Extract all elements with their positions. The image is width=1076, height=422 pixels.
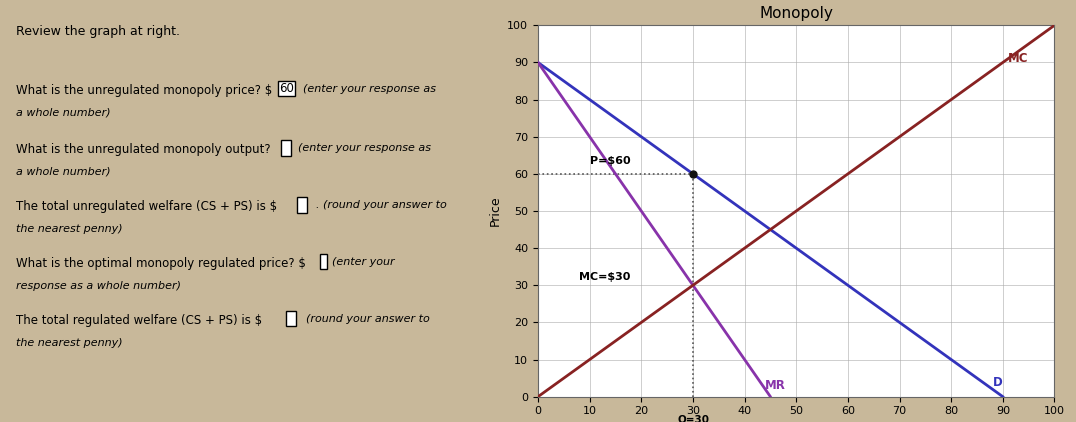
Text: The total regulated welfare (CS + PS) is $: The total regulated welfare (CS + PS) is…: [16, 314, 261, 327]
Text: MC: MC: [1008, 52, 1029, 65]
Text: P=$60: P=$60: [590, 157, 631, 166]
Text: response as a whole number): response as a whole number): [16, 281, 181, 291]
Text: What is the unregulated monopoly output?: What is the unregulated monopoly output?: [16, 143, 270, 157]
Text: . (round your answer to: . (round your answer to: [316, 200, 448, 211]
Text: a whole number): a whole number): [16, 167, 111, 177]
Text: What is the unregulated monopoly price? $: What is the unregulated monopoly price? …: [16, 84, 272, 97]
Text: 60: 60: [280, 82, 295, 95]
Text: the nearest penny): the nearest penny): [16, 338, 123, 348]
Text: What is the optimal monopoly regulated price? $: What is the optimal monopoly regulated p…: [16, 257, 306, 271]
Text: (enter your response as: (enter your response as: [298, 143, 430, 154]
Text: MC=$30: MC=$30: [579, 272, 631, 281]
Text: a whole number): a whole number): [16, 108, 111, 118]
Title: Monopoly: Monopoly: [760, 6, 833, 22]
Text: Q=30: Q=30: [678, 415, 709, 422]
Text: MR: MR: [765, 379, 787, 392]
Text: Review the graph at right.: Review the graph at right.: [16, 25, 180, 38]
Text: The total unregulated welfare (CS + PS) is $: The total unregulated welfare (CS + PS) …: [16, 200, 277, 214]
Text: (enter your response as: (enter your response as: [303, 84, 436, 95]
Text: (round your answer to: (round your answer to: [306, 314, 429, 325]
Text: (enter your: (enter your: [332, 257, 395, 268]
Text: D: D: [992, 376, 1002, 389]
Y-axis label: Price: Price: [489, 196, 501, 226]
Text: the nearest penny): the nearest penny): [16, 224, 123, 234]
